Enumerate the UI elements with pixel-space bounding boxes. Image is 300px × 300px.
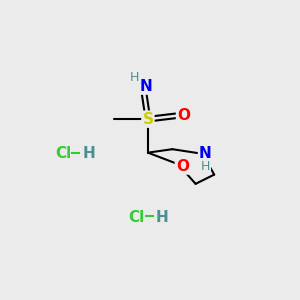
Text: S: S [142,112,153,127]
Text: Cl: Cl [128,210,144,225]
Text: H: H [83,146,96,161]
Text: H: H [156,210,169,225]
Text: H: H [201,160,210,173]
Text: H: H [129,71,139,84]
Text: N: N [139,79,152,94]
Text: O: O [177,107,190,122]
Text: N: N [199,146,212,160]
Text: Cl: Cl [55,146,71,161]
Text: O: O [176,159,189,174]
